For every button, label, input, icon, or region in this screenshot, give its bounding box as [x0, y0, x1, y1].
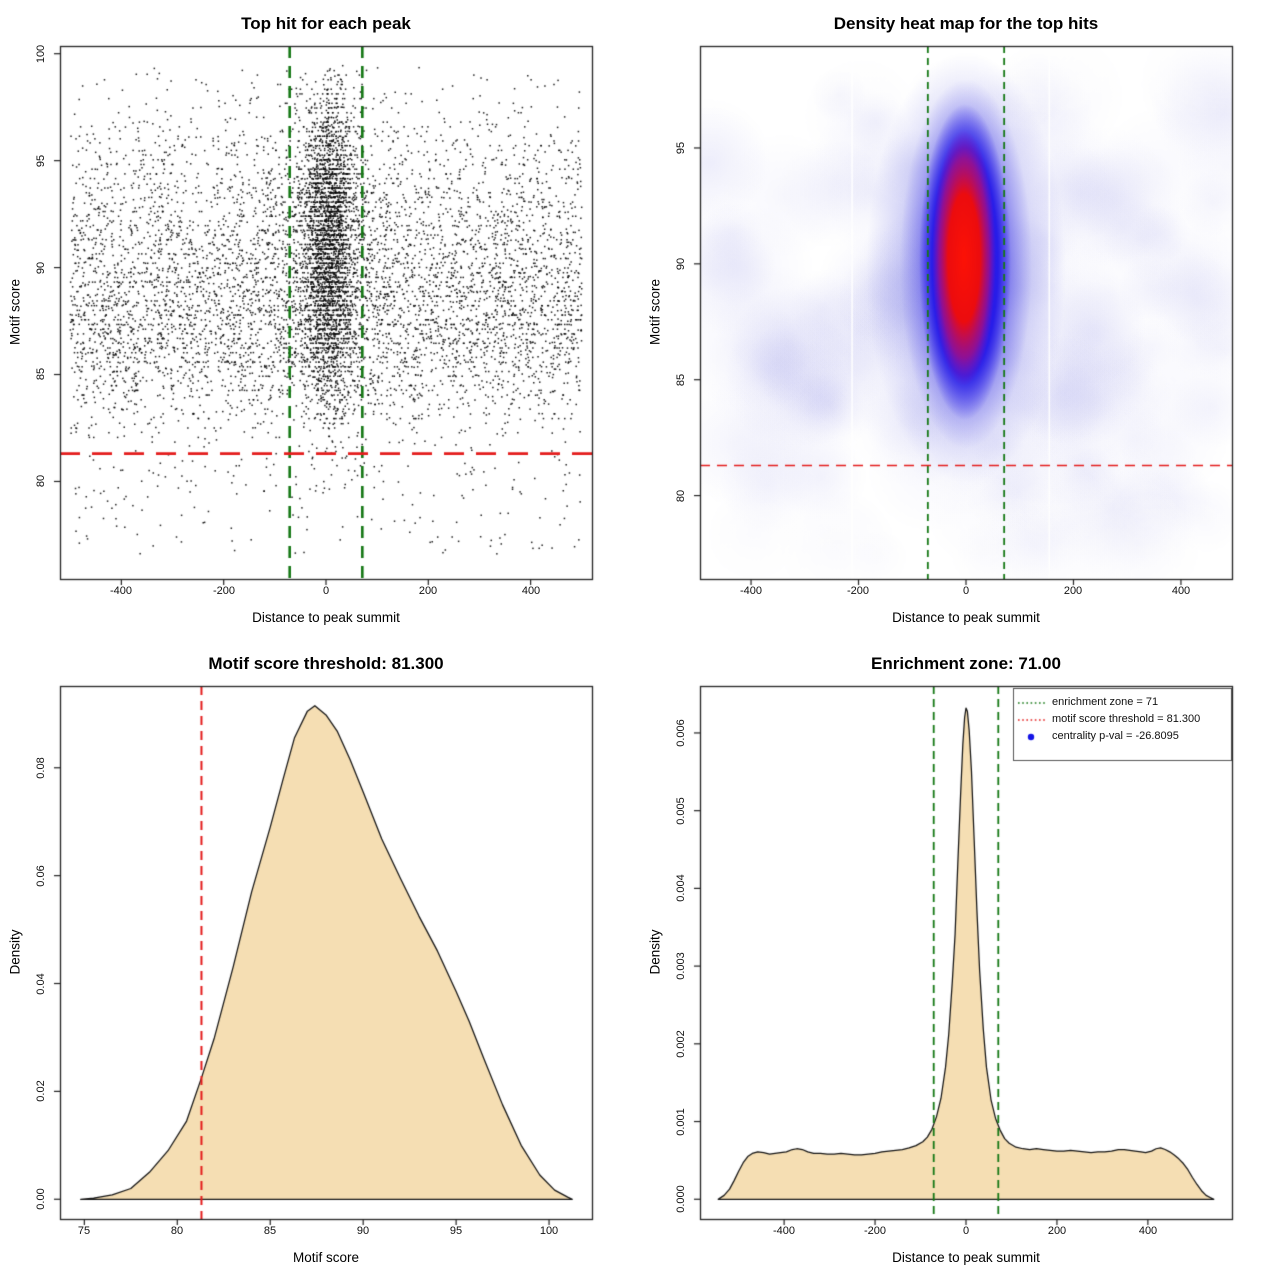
x-tick-label: -200: [212, 585, 236, 597]
x-tick-label: 100: [539, 1225, 559, 1237]
y-tick-label: 0.001: [675, 1108, 687, 1136]
y-tick-label: 0.04: [35, 973, 47, 995]
x-tick-label: 200: [418, 585, 438, 597]
x-tick-label: 0: [962, 585, 970, 597]
x-axis-label: Distance to peak summit: [892, 610, 1040, 625]
x-tick-label: 200: [1063, 585, 1083, 597]
x-tick-label: 0: [322, 585, 330, 597]
x-tick-label: 200: [1047, 1225, 1067, 1237]
x-tick-label: 95: [449, 1225, 463, 1237]
x-tick-label: 400: [1138, 1225, 1158, 1237]
x-tick-label: 90: [356, 1225, 370, 1237]
x-tick-label: -400: [772, 1225, 796, 1237]
y-tick-label: 0.06: [35, 865, 47, 887]
y-axis-label: Motif score: [647, 278, 663, 346]
x-tick-label: -200: [863, 1225, 887, 1237]
legend-entry-centrality-pval: centrality p-val = -26.8095: [1052, 730, 1179, 742]
y-tick-label: 80: [35, 474, 47, 488]
y-tick-label: 0.002: [675, 1030, 687, 1058]
y-tick-label: 85: [35, 367, 47, 381]
panel-title: Top hit for each peak: [241, 14, 411, 33]
y-tick-label: 0.08: [35, 757, 47, 779]
y-tick-label: 90: [35, 261, 47, 275]
y-tick-label: 0.006: [675, 719, 687, 747]
panel-title: Motif score threshold: 81.300: [208, 654, 444, 673]
legend-entry-threshold: motif score threshold = 81.300: [1052, 713, 1201, 725]
y-tick-label: 100: [35, 44, 47, 64]
y-tick-label: 0.000: [675, 1185, 687, 1213]
x-tick-label: 80: [170, 1225, 184, 1237]
y-axis-label: Density: [7, 929, 23, 975]
x-tick-label: -400: [109, 585, 133, 597]
panel-title: Enrichment zone: 71.00: [871, 654, 1061, 673]
y-tick-label: 80: [675, 489, 687, 503]
y-tick-label: 85: [675, 373, 687, 387]
y-tick-label: 0.004: [675, 874, 687, 902]
y-tick-label: 95: [675, 141, 687, 155]
y-tick-label: 0.003: [675, 952, 687, 980]
x-axis-label: Distance to peak summit: [252, 610, 400, 625]
x-tick-label: 85: [263, 1225, 277, 1237]
x-axis-label: Distance to peak summit: [892, 1250, 1040, 1265]
x-tick-label: -400: [739, 585, 763, 597]
x-tick-label: 400: [1171, 585, 1191, 597]
y-tick-label: 95: [35, 154, 47, 168]
x-tick-label: 0: [962, 1225, 970, 1237]
y-axis-label: Density: [647, 929, 663, 975]
x-tick-label: 400: [521, 585, 541, 597]
y-axis-label: Motif score: [7, 278, 23, 346]
panel-title: Density heat map for the top hits: [833, 14, 1099, 33]
x-tick-label: -200: [846, 585, 870, 597]
y-tick-label: 90: [675, 257, 687, 271]
legend-entry-enrichment-zone: enrichment zone = 71: [1052, 696, 1159, 708]
y-tick-label: 0.00: [35, 1188, 47, 1210]
x-tick-label: 75: [77, 1225, 91, 1237]
x-axis-label: Motif score: [292, 1250, 360, 1265]
y-tick-label: 0.005: [675, 797, 687, 825]
y-tick-label: 0.02: [35, 1080, 47, 1102]
